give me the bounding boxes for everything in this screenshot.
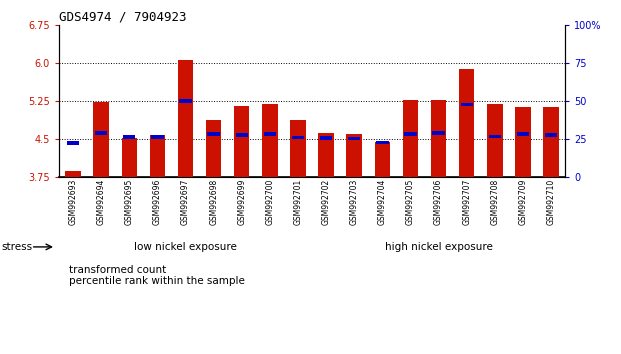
Text: GSM992710: GSM992710 bbox=[546, 179, 556, 225]
Text: GSM992705: GSM992705 bbox=[406, 179, 415, 225]
Text: GSM992708: GSM992708 bbox=[491, 179, 499, 225]
Bar bbox=[152, 135, 163, 139]
Bar bbox=[347, 134, 362, 177]
Text: low nickel exposure: low nickel exposure bbox=[134, 242, 237, 252]
Bar bbox=[67, 141, 79, 145]
Text: GSM992695: GSM992695 bbox=[125, 179, 134, 225]
Bar bbox=[123, 135, 135, 139]
Bar bbox=[206, 120, 221, 177]
Bar bbox=[348, 137, 360, 140]
Bar bbox=[432, 131, 445, 135]
Bar bbox=[93, 102, 109, 177]
Text: GDS4974 / 7904923: GDS4974 / 7904923 bbox=[59, 11, 186, 24]
Bar bbox=[290, 120, 306, 177]
Text: GSM992702: GSM992702 bbox=[322, 179, 330, 225]
Text: GSM992700: GSM992700 bbox=[265, 179, 274, 225]
Bar bbox=[320, 136, 332, 140]
Bar bbox=[543, 108, 559, 177]
Bar bbox=[179, 99, 192, 103]
Text: percentile rank within the sample: percentile rank within the sample bbox=[68, 276, 245, 286]
Bar bbox=[234, 106, 250, 177]
Bar bbox=[178, 60, 193, 177]
Bar bbox=[489, 135, 501, 138]
Bar bbox=[487, 104, 502, 177]
Bar bbox=[515, 107, 531, 177]
Text: transformed count: transformed count bbox=[68, 265, 166, 275]
Bar bbox=[95, 131, 107, 135]
Text: GSM992704: GSM992704 bbox=[378, 179, 387, 225]
Text: GSM992706: GSM992706 bbox=[434, 179, 443, 225]
Bar bbox=[374, 142, 390, 177]
Bar bbox=[459, 69, 474, 177]
Text: stress: stress bbox=[1, 242, 32, 252]
Text: GSM992694: GSM992694 bbox=[97, 179, 106, 225]
Bar bbox=[150, 135, 165, 177]
Text: GSM992697: GSM992697 bbox=[181, 179, 190, 225]
Bar bbox=[264, 132, 276, 136]
Text: GSM992707: GSM992707 bbox=[462, 179, 471, 225]
Bar bbox=[431, 100, 446, 177]
Bar bbox=[403, 100, 418, 177]
Bar bbox=[517, 132, 529, 136]
Bar bbox=[207, 132, 220, 136]
Bar bbox=[376, 141, 389, 144]
Bar bbox=[319, 133, 334, 177]
Bar bbox=[404, 132, 417, 136]
Bar bbox=[262, 104, 278, 177]
Text: GSM992698: GSM992698 bbox=[209, 179, 218, 225]
Bar bbox=[235, 133, 248, 137]
Bar bbox=[461, 103, 473, 106]
Text: high nickel exposure: high nickel exposure bbox=[384, 242, 492, 252]
Text: GSM992693: GSM992693 bbox=[68, 179, 78, 225]
Bar bbox=[545, 133, 557, 137]
Text: GSM992699: GSM992699 bbox=[237, 179, 247, 225]
Text: GSM992701: GSM992701 bbox=[294, 179, 302, 225]
Text: GSM992703: GSM992703 bbox=[350, 179, 359, 225]
Text: GSM992709: GSM992709 bbox=[519, 179, 527, 225]
Bar bbox=[65, 171, 81, 177]
Bar bbox=[292, 136, 304, 139]
Bar bbox=[122, 138, 137, 177]
Text: GSM992696: GSM992696 bbox=[153, 179, 162, 225]
